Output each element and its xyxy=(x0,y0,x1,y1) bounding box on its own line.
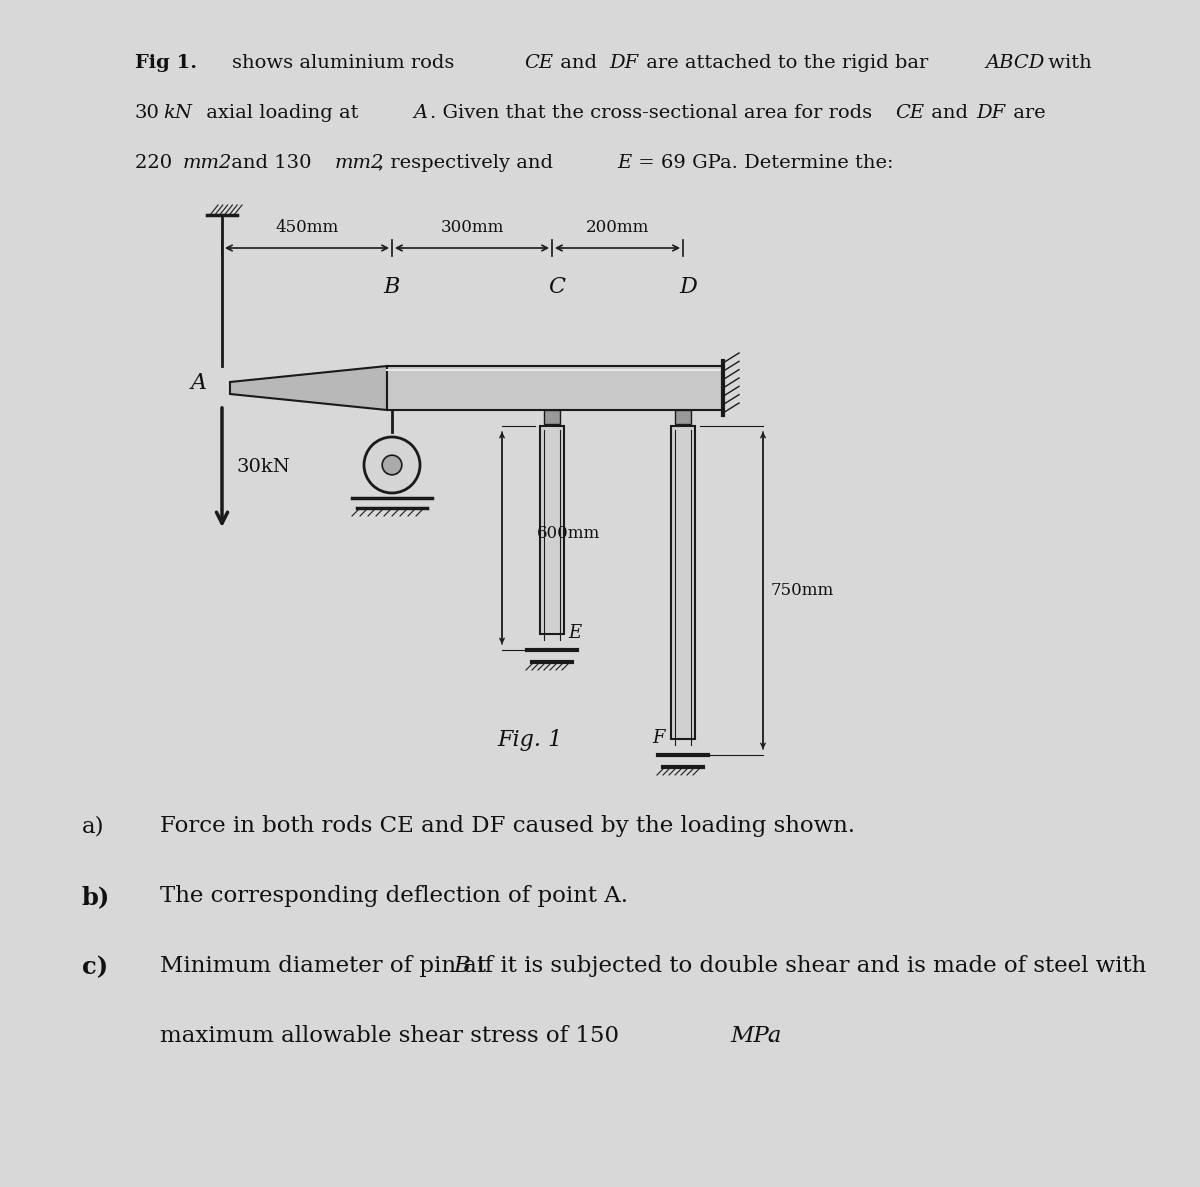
Text: are: are xyxy=(1007,104,1045,122)
Text: mm2: mm2 xyxy=(335,154,384,172)
Text: B: B xyxy=(454,956,469,977)
Text: D: D xyxy=(679,277,697,298)
Text: 450mm: 450mm xyxy=(275,218,338,236)
Text: F: F xyxy=(653,729,665,747)
Text: maximum allowable shear stress of 150: maximum allowable shear stress of 150 xyxy=(160,1026,626,1047)
Text: 750mm: 750mm xyxy=(772,582,834,599)
Text: C: C xyxy=(548,277,565,298)
Bar xyxy=(674,410,691,424)
Text: shows aluminium rods: shows aluminium rods xyxy=(232,53,461,72)
Text: CE: CE xyxy=(895,104,924,122)
Text: CE: CE xyxy=(524,53,553,72)
Text: 220: 220 xyxy=(134,154,179,172)
Text: and: and xyxy=(554,53,604,72)
Polygon shape xyxy=(230,366,386,410)
Text: B: B xyxy=(384,277,400,298)
Text: MPa: MPa xyxy=(730,1026,781,1047)
Text: 600mm: 600mm xyxy=(538,525,600,541)
Text: Force in both rods CE and DF caused by the loading shown.: Force in both rods CE and DF caused by t… xyxy=(160,815,854,837)
Text: A: A xyxy=(191,372,208,394)
Bar xyxy=(544,410,560,424)
Text: are attached to the rigid bar: are attached to the rigid bar xyxy=(640,53,935,72)
Text: DF: DF xyxy=(610,53,638,72)
Text: E: E xyxy=(568,624,581,642)
Text: mm2: mm2 xyxy=(182,154,233,172)
Text: Fig. 1: Fig. 1 xyxy=(497,729,563,751)
Text: A: A xyxy=(413,104,427,122)
Text: axial loading at: axial loading at xyxy=(200,104,365,122)
Polygon shape xyxy=(386,366,722,410)
Text: The corresponding deflection of point A.: The corresponding deflection of point A. xyxy=(160,886,628,907)
Bar xyxy=(671,426,695,740)
Text: kN: kN xyxy=(163,104,192,122)
Text: with: with xyxy=(1042,53,1092,72)
Text: b): b) xyxy=(82,886,110,909)
Text: Minimum diameter of pin at: Minimum diameter of pin at xyxy=(160,956,493,977)
Text: 30: 30 xyxy=(134,104,160,122)
Text: c): c) xyxy=(82,956,108,979)
Text: and: and xyxy=(925,104,974,122)
Text: a): a) xyxy=(82,815,104,837)
Text: E: E xyxy=(617,154,631,172)
Text: 300mm: 300mm xyxy=(440,218,504,236)
Text: Fig 1.: Fig 1. xyxy=(134,53,197,72)
Circle shape xyxy=(382,455,402,475)
Text: ABCD: ABCD xyxy=(985,53,1044,72)
Text: and 130: and 130 xyxy=(226,154,318,172)
Text: 200mm: 200mm xyxy=(586,218,649,236)
Circle shape xyxy=(364,437,420,493)
Text: . Given that the cross-sectional area for rods: . Given that the cross-sectional area fo… xyxy=(430,104,878,122)
Text: , respectively and: , respectively and xyxy=(378,154,559,172)
Text: = 69 GPa. Determine the:: = 69 GPa. Determine the: xyxy=(632,154,894,172)
Text: .: . xyxy=(768,1026,775,1047)
Text: if it is subjected to double shear and is made of steel with: if it is subjected to double shear and i… xyxy=(470,956,1146,977)
Text: DF: DF xyxy=(976,104,1006,122)
Text: 30kN: 30kN xyxy=(238,458,290,476)
Bar xyxy=(540,426,564,634)
